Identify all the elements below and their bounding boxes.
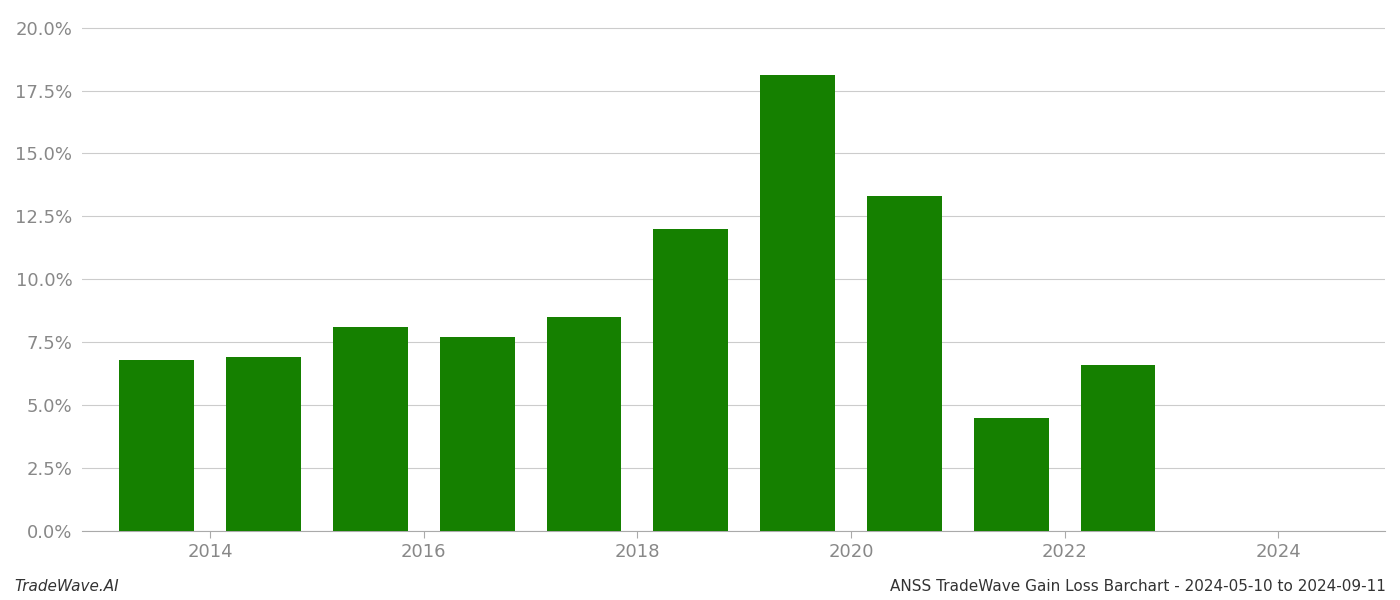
Bar	[333, 327, 407, 531]
Bar	[1081, 365, 1155, 531]
Bar	[227, 358, 301, 531]
Bar	[760, 76, 834, 531]
Bar	[974, 418, 1049, 531]
Bar	[867, 196, 942, 531]
Bar	[119, 360, 195, 531]
Bar	[654, 229, 728, 531]
Bar	[440, 337, 515, 531]
Text: ANSS TradeWave Gain Loss Barchart - 2024-05-10 to 2024-09-11: ANSS TradeWave Gain Loss Barchart - 2024…	[890, 579, 1386, 594]
Text: TradeWave.AI: TradeWave.AI	[14, 579, 119, 594]
Bar	[546, 317, 622, 531]
